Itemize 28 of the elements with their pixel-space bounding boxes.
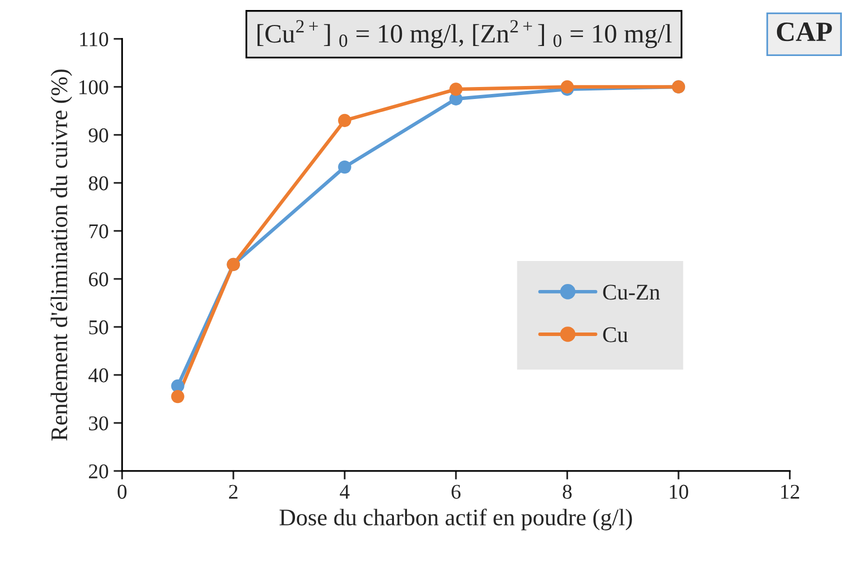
y-tick-label: 70 bbox=[89, 224, 108, 238]
x-axis-title: Dose du charbon actif en poudre (g/l) bbox=[280, 508, 632, 530]
y-tick-label: 60 bbox=[88, 272, 108, 286]
point bbox=[338, 114, 352, 128]
legend-label: Cu bbox=[603, 327, 628, 342]
x-tick-label: 2 bbox=[229, 484, 238, 499]
x-tick-label: 8 bbox=[562, 484, 572, 499]
y-tick-label: 90 bbox=[88, 128, 108, 142]
point bbox=[338, 160, 352, 174]
chart-title: [Cu$^{2+}$] $_{0}$ = 10 mg/l, [Zn$^{2+}$] $_{0}$ = 10 mg/l bbox=[258, 20, 672, 48]
y-tick-label: 100 bbox=[79, 80, 108, 94]
y-tick-label: 20 bbox=[88, 464, 108, 478]
point bbox=[449, 82, 463, 96]
x-tick-label: 12 bbox=[781, 484, 800, 499]
x-tick-label: 4 bbox=[340, 484, 350, 499]
y-tick-label: 80 bbox=[88, 176, 108, 190]
legend-label: Cu-Zn bbox=[603, 284, 660, 300]
annotation: CAP bbox=[776, 22, 832, 42]
x-tick-label: 10 bbox=[670, 484, 688, 499]
y-tick-label: 40 bbox=[88, 368, 108, 382]
y-tick-label: 50 bbox=[89, 320, 108, 334]
point bbox=[171, 390, 184, 404]
x-tick-label: 0 bbox=[118, 484, 127, 499]
point bbox=[560, 80, 574, 94]
y-axis-title: Rendement d'élimination du cuivre (%) bbox=[50, 70, 72, 441]
x-tick-label: 6 bbox=[452, 484, 461, 499]
y-tick-label: 30 bbox=[89, 416, 108, 430]
y-tick-label: 110 bbox=[80, 32, 108, 46]
